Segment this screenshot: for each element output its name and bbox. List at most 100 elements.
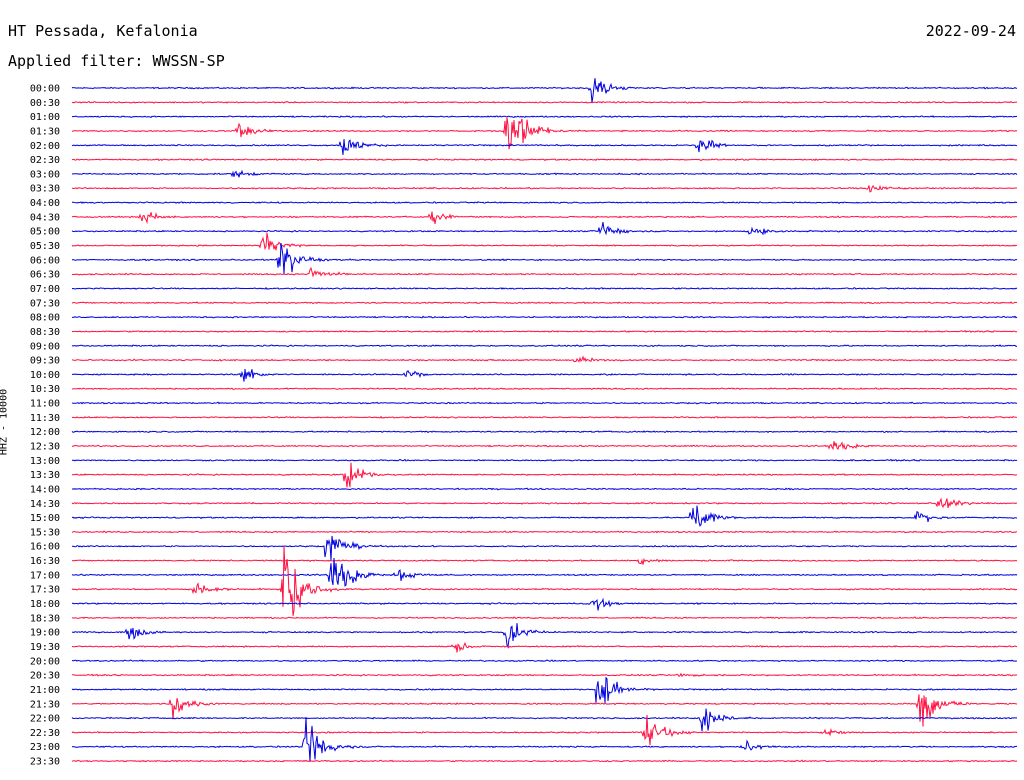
- tick-label: 09:30: [30, 356, 60, 367]
- tick-label: 01:00: [30, 112, 60, 123]
- seismic-trace: [71, 201, 1018, 205]
- seismic-trace: [71, 714, 1018, 746]
- tick-label: 06:00: [30, 255, 60, 266]
- seismic-trace: [71, 430, 1018, 434]
- seismic-trace: [71, 497, 1017, 509]
- seismic-trace: [71, 184, 1017, 193]
- seismic-trace: [71, 117, 1018, 150]
- tick-label: 00:30: [30, 98, 60, 109]
- tick-label: 16:30: [30, 556, 60, 567]
- seismic-trace: [71, 355, 1018, 363]
- seismic-trace: [71, 641, 1018, 653]
- seismic-trace: [71, 211, 1017, 225]
- seismic-trace: [71, 545, 1018, 616]
- filter-label: Applied filter: WWSSN-SP: [8, 52, 225, 70]
- tick-label: 15:30: [30, 527, 60, 538]
- tick-label: 09:00: [30, 341, 60, 352]
- seismic-trace: [71, 301, 1018, 305]
- tick-label: 18:30: [30, 613, 60, 624]
- station-title: HT Pessada, Kefalonia: [8, 22, 198, 40]
- seismic-trace: [71, 368, 1018, 382]
- tick-label: 23:30: [30, 757, 60, 768]
- tick-label: 14:00: [30, 484, 60, 495]
- seismic-trace: [71, 266, 1018, 278]
- seismic-trace: [71, 441, 1018, 451]
- seismic-trace: [71, 505, 1018, 527]
- tick-label: 15:00: [30, 513, 60, 524]
- tick-label: 22:30: [30, 728, 60, 739]
- tick-label: 20:00: [30, 656, 60, 667]
- seismic-trace: [71, 659, 1018, 663]
- seismic-trace: [71, 169, 1018, 178]
- seismic-trace: [71, 716, 1018, 762]
- tick-label: 04:00: [30, 198, 60, 209]
- tick-label: 13:00: [30, 456, 60, 467]
- tick-label: 21:00: [30, 685, 60, 696]
- seismic-trace: [71, 623, 1018, 649]
- tick-label: 23:00: [30, 742, 60, 753]
- tick-label: 07:00: [30, 284, 60, 295]
- seismic-trace: [71, 286, 1018, 290]
- tick-label: 02:30: [30, 155, 60, 166]
- tick-label: 22:00: [30, 714, 60, 725]
- seismic-trace: [71, 232, 1017, 251]
- seismic-trace: [71, 759, 1018, 763]
- tick-label: 19:30: [30, 642, 60, 653]
- tick-label: 18:00: [30, 599, 60, 610]
- seismic-trace: [71, 616, 1018, 620]
- tick-label: 10:30: [30, 384, 60, 395]
- tick-label: 19:00: [30, 628, 60, 639]
- seismic-trace: [71, 78, 1017, 103]
- seismic-trace: [71, 315, 1018, 319]
- tick-label: 08:00: [30, 313, 60, 324]
- tick-label: 08:30: [30, 327, 60, 338]
- tick-label: 03:30: [30, 184, 60, 195]
- seismic-trace: [71, 530, 1018, 534]
- seismic-trace: [71, 115, 1018, 119]
- tick-label: 06:30: [30, 270, 60, 281]
- seismic-trace: [71, 672, 1018, 678]
- date-label: 2022-09-24: [925, 22, 1016, 40]
- tick-label: 00:00: [30, 84, 60, 95]
- tick-label: 21:30: [30, 699, 60, 710]
- tick-label: 14:30: [30, 499, 60, 510]
- tick-label: 01:30: [30, 126, 60, 137]
- seismic-trace: [71, 597, 1018, 611]
- seismic-trace: [71, 243, 1018, 274]
- tick-label: 05:00: [30, 227, 60, 238]
- seismic-trace: [71, 158, 1018, 162]
- seismic-trace: [71, 458, 1018, 462]
- tick-label: 12:00: [30, 427, 60, 438]
- seismic-trace: [71, 694, 1018, 727]
- seismic-trace: [71, 329, 1017, 333]
- seismic-trace: [71, 708, 1018, 732]
- tick-label: 10:00: [30, 370, 60, 381]
- seismic-trace: [71, 387, 1017, 391]
- seismic-trace: [71, 401, 1018, 405]
- seismic-trace: [71, 462, 1018, 488]
- tick-label: 11:30: [30, 413, 60, 424]
- tick-label: 20:30: [30, 671, 60, 682]
- tick-label: 02:00: [30, 141, 60, 152]
- seismic-trace: [71, 139, 1018, 155]
- tick-label: 11:00: [30, 399, 60, 410]
- tick-label: 04:30: [30, 212, 60, 223]
- tick-label: 17:30: [30, 585, 60, 596]
- tick-label: 03:00: [30, 169, 60, 180]
- seismic-trace: [71, 487, 1018, 491]
- tick-label: 05:30: [30, 241, 60, 252]
- seismic-trace: [71, 558, 1018, 565]
- seismic-trace: [71, 222, 1017, 236]
- seismic-trace: [71, 557, 1018, 587]
- seismic-trace: [71, 100, 1018, 104]
- tick-label: 16:00: [30, 542, 60, 553]
- seismic-trace: [71, 676, 1018, 704]
- tick-label: 13:30: [30, 470, 60, 481]
- seismic-trace: [72, 535, 1017, 561]
- tick-label: 12:30: [30, 442, 60, 453]
- tick-label: 17:00: [30, 570, 60, 581]
- tick-label: 07:30: [30, 298, 60, 309]
- seismic-trace: [71, 415, 1018, 419]
- seismic-trace: [71, 344, 1018, 348]
